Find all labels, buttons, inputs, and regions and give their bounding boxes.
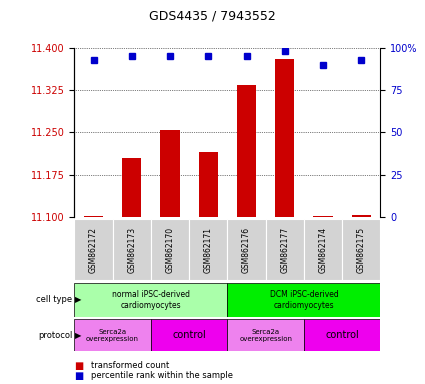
Bar <box>227 219 266 280</box>
Bar <box>227 319 304 351</box>
Bar <box>198 152 218 217</box>
Text: GSM862177: GSM862177 <box>280 227 289 273</box>
Text: GSM862175: GSM862175 <box>357 227 366 273</box>
Text: DCM iPSC-derived
cardiomyocytes: DCM iPSC-derived cardiomyocytes <box>269 290 338 310</box>
Bar <box>189 219 227 280</box>
Text: control: control <box>172 330 206 340</box>
Text: normal iPSC-derived
cardiomyocytes: normal iPSC-derived cardiomyocytes <box>112 290 190 310</box>
Text: percentile rank within the sample: percentile rank within the sample <box>91 371 233 380</box>
Bar <box>151 319 227 351</box>
Text: GDS4435 / 7943552: GDS4435 / 7943552 <box>149 10 276 23</box>
Text: GSM862174: GSM862174 <box>318 227 328 273</box>
Bar <box>351 215 371 217</box>
Text: Serca2a
overexpression: Serca2a overexpression <box>86 329 139 341</box>
Text: ▶: ▶ <box>75 295 82 305</box>
Bar <box>237 84 256 217</box>
Bar <box>113 219 151 280</box>
Text: ▶: ▶ <box>75 331 82 339</box>
Bar <box>160 130 179 217</box>
Bar <box>84 216 103 217</box>
Bar <box>74 219 113 280</box>
Bar <box>74 283 227 317</box>
Text: ■: ■ <box>74 371 84 381</box>
Text: protocol: protocol <box>38 331 72 339</box>
Bar <box>74 319 151 351</box>
Bar <box>304 219 342 280</box>
Text: cell type: cell type <box>36 295 72 305</box>
Text: GSM862176: GSM862176 <box>242 227 251 273</box>
Bar <box>122 158 141 217</box>
Text: GSM862172: GSM862172 <box>89 227 98 273</box>
Bar <box>151 219 189 280</box>
Bar <box>227 283 380 317</box>
Text: GSM862170: GSM862170 <box>165 227 175 273</box>
Bar <box>342 219 380 280</box>
Text: transformed count: transformed count <box>91 361 170 370</box>
Text: control: control <box>325 330 359 340</box>
Bar <box>275 59 294 217</box>
Text: Serca2a
overexpression: Serca2a overexpression <box>239 329 292 341</box>
Bar <box>304 319 380 351</box>
Text: GSM862171: GSM862171 <box>204 227 213 273</box>
Bar <box>266 219 304 280</box>
Text: ■: ■ <box>74 361 84 371</box>
Text: GSM862173: GSM862173 <box>127 227 136 273</box>
